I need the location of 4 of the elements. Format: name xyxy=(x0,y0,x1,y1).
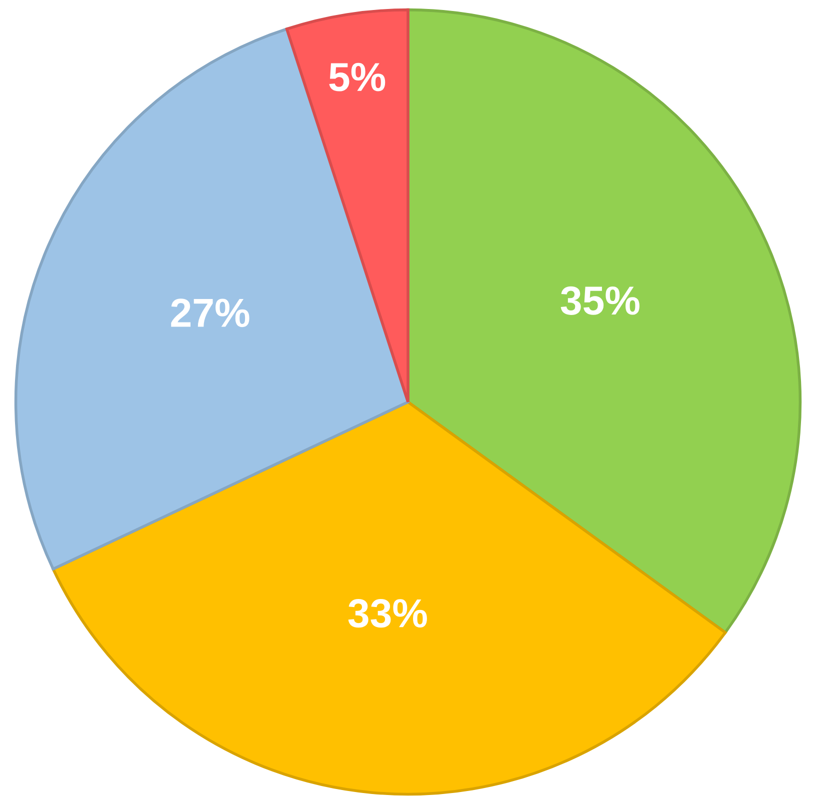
data-label: 5% xyxy=(329,62,386,92)
data-label: 35% xyxy=(560,286,640,315)
data-label: 27% xyxy=(171,298,250,328)
data-label: 33% xyxy=(348,599,427,628)
